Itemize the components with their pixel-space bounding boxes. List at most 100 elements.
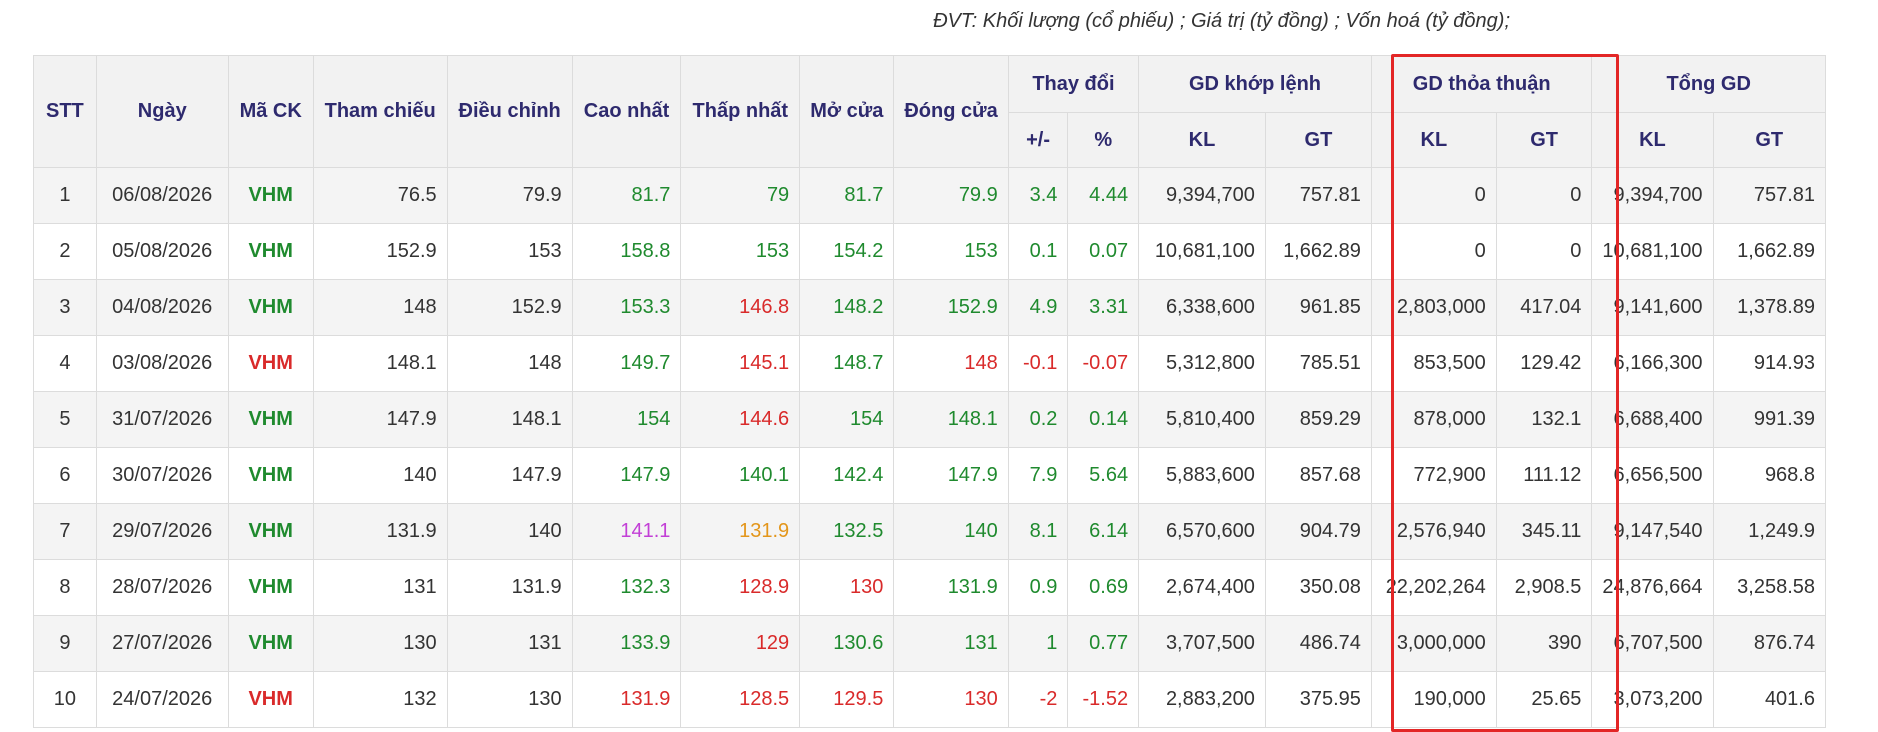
cell-ma-ck[interactable]: VHM bbox=[227, 391, 314, 448]
table-row[interactable]: 7 29/07/2026 VHM 131.9 140 141.1 131.9 132.5 140… bbox=[33, 503, 1826, 560]
cell-dieu-chinh: 153 bbox=[446, 223, 573, 280]
cell-cao-nhat: 154 bbox=[571, 391, 682, 448]
table-row[interactable]: 2 05/08/2026 VHM 152.9 153 158.8 153 154.2 153 0.… bbox=[33, 223, 1826, 280]
cell-tham-chieu: 131 bbox=[312, 559, 448, 616]
cell-dong-cua: 131 bbox=[893, 615, 1009, 672]
price-history-table-container[interactable]: STT Ngày Mã CK Tham chiếu Điều chỉnh Cao… bbox=[33, 55, 1826, 730]
cell-tong-kl: 24,876,664 bbox=[1591, 559, 1714, 616]
cell-tt-gt: 390 bbox=[1495, 615, 1593, 672]
cell-ngay: 24/07/2026 bbox=[95, 671, 229, 728]
cell-tong-kl: 6,707,500 bbox=[1591, 615, 1714, 672]
cell-khop-gt: 857.68 bbox=[1264, 447, 1372, 504]
cell-thay-doi-abs: 3.4 bbox=[1007, 167, 1069, 224]
cell-thay-doi-pct: -0.07 bbox=[1067, 335, 1140, 392]
cell-tt-gt: 25.65 bbox=[1495, 671, 1593, 728]
cell-ma-ck[interactable]: VHM bbox=[227, 335, 314, 392]
cell-stt: 2 bbox=[33, 223, 97, 280]
cell-tong-gt: 1,662.89 bbox=[1712, 223, 1826, 280]
cell-cao-nhat: 133.9 bbox=[571, 615, 682, 672]
table-row[interactable]: 4 03/08/2026 VHM 148.1 148 149.7 145.1 148.7 148… bbox=[33, 335, 1826, 392]
cell-ma-ck[interactable]: VHM bbox=[227, 279, 314, 336]
cell-tt-kl: 2,803,000 bbox=[1370, 279, 1497, 336]
cell-stt: 3 bbox=[33, 279, 97, 336]
col-group-gd-thoa-thuan: GD thỏa thuận bbox=[1370, 55, 1593, 113]
cell-ma-ck[interactable]: VHM bbox=[227, 503, 314, 560]
cell-stt: 7 bbox=[33, 503, 97, 560]
cell-khop-kl: 5,883,600 bbox=[1138, 447, 1266, 504]
cell-tt-gt: 345.11 bbox=[1495, 503, 1593, 560]
col-header-thap-nhat: Thấp nhất bbox=[680, 55, 801, 168]
cell-ma-ck[interactable]: VHM bbox=[227, 671, 314, 728]
col-group-gd-khop-lenh: GD khớp lệnh bbox=[1138, 55, 1372, 113]
cell-ma-ck[interactable]: VHM bbox=[227, 223, 314, 280]
table-row[interactable]: 3 04/08/2026 VHM 148 152.9 153.3 146.8 148.2 152… bbox=[33, 279, 1826, 336]
cell-tham-chieu: 132 bbox=[312, 671, 448, 728]
col-header-tham-chieu: Tham chiếu bbox=[312, 55, 448, 168]
cell-thap-nhat: 140.1 bbox=[680, 447, 801, 504]
cell-cao-nhat: 131.9 bbox=[571, 671, 682, 728]
cell-ma-ck[interactable]: VHM bbox=[227, 615, 314, 672]
cell-khop-kl: 9,394,700 bbox=[1138, 167, 1266, 224]
cell-dong-cua: 130 bbox=[893, 671, 1009, 728]
cell-mo-cua: 154.2 bbox=[799, 223, 895, 280]
cell-khop-kl: 2,674,400 bbox=[1138, 559, 1266, 616]
cell-mo-cua: 129.5 bbox=[799, 671, 895, 728]
cell-tham-chieu: 148 bbox=[312, 279, 448, 336]
cell-tham-chieu: 152.9 bbox=[312, 223, 448, 280]
cell-thay-doi-pct: 6.14 bbox=[1067, 503, 1140, 560]
col-header-tong-kl: KL bbox=[1591, 112, 1714, 168]
cell-thay-doi-pct: 0.77 bbox=[1067, 615, 1140, 672]
cell-khop-gt: 1,662.89 bbox=[1264, 223, 1372, 280]
table-row[interactable]: 1 06/08/2026 VHM 76.5 79.9 81.7 79 81.7 79.9 3.4 4… bbox=[33, 167, 1826, 224]
cell-ngay: 29/07/2026 bbox=[95, 503, 229, 560]
cell-tt-kl: 3,000,000 bbox=[1370, 615, 1497, 672]
cell-dong-cua: 79.9 bbox=[893, 167, 1009, 224]
cell-stt: 1 bbox=[33, 167, 97, 224]
cell-tong-kl: 3,073,200 bbox=[1591, 671, 1714, 728]
cell-tham-chieu: 148.1 bbox=[312, 335, 448, 392]
cell-dieu-chinh: 148.1 bbox=[446, 391, 573, 448]
cell-tong-kl: 6,656,500 bbox=[1591, 447, 1714, 504]
cell-thap-nhat: 129 bbox=[680, 615, 801, 672]
col-header-mo-cua: Mở cửa bbox=[799, 55, 895, 168]
cell-stt: 4 bbox=[33, 335, 97, 392]
cell-cao-nhat: 158.8 bbox=[571, 223, 682, 280]
cell-thay-doi-pct: 0.69 bbox=[1067, 559, 1140, 616]
cell-mo-cua: 148.7 bbox=[799, 335, 895, 392]
cell-khop-gt: 757.81 bbox=[1264, 167, 1372, 224]
cell-ma-ck[interactable]: VHM bbox=[227, 167, 314, 224]
table-row[interactable]: 10 24/07/2026 VHM 132 130 131.9 128.5 129.5 130-… bbox=[33, 671, 1826, 728]
cell-tt-kl: 0 bbox=[1370, 223, 1497, 280]
cell-tham-chieu: 147.9 bbox=[312, 391, 448, 448]
cell-thay-doi-abs: 4.9 bbox=[1007, 279, 1069, 336]
cell-ma-ck[interactable]: VHM bbox=[227, 447, 314, 504]
cell-tham-chieu: 140 bbox=[312, 447, 448, 504]
cell-thay-doi-pct: -1.52 bbox=[1067, 671, 1140, 728]
table-row[interactable]: 5 31/07/2026 VHM 147.9 148.1 154 144.6 154 148.1… bbox=[33, 391, 1826, 448]
cell-khop-gt: 785.51 bbox=[1264, 335, 1372, 392]
unit-note: ĐVT: Khối lượng (cổ phiếu) ; Giá trị (tỷ… bbox=[933, 10, 1510, 32]
cell-thay-doi-pct: 4.44 bbox=[1067, 167, 1140, 224]
cell-ma-ck[interactable]: VHM bbox=[227, 559, 314, 616]
col-header-ma-ck: Mã CK bbox=[227, 55, 314, 168]
col-header-ngay: Ngày bbox=[95, 55, 229, 168]
cell-cao-nhat: 132.3 bbox=[571, 559, 682, 616]
table-row[interactable]: 9 27/07/2026 VHM 130 131 133.9 129 130.6 131 1 0.7… bbox=[33, 615, 1826, 672]
cell-tong-gt: 991.39 bbox=[1712, 391, 1826, 448]
cell-tt-gt: 417.04 bbox=[1495, 279, 1593, 336]
cell-tt-kl: 2,576,940 bbox=[1370, 503, 1497, 560]
cell-tong-gt: 876.74 bbox=[1712, 615, 1826, 672]
cell-thap-nhat: 131.9 bbox=[680, 503, 801, 560]
cell-dong-cua: 148.1 bbox=[893, 391, 1009, 448]
cell-tt-kl: 22,202,264 bbox=[1370, 559, 1497, 616]
cell-tong-kl: 10,681,100 bbox=[1591, 223, 1714, 280]
cell-dong-cua: 148 bbox=[893, 335, 1009, 392]
table-row[interactable]: 8 28/07/2026 VHM 131 131.9 132.3 128.9 130 131.9… bbox=[33, 559, 1826, 616]
cell-thap-nhat: 128.5 bbox=[680, 671, 801, 728]
cell-thap-nhat: 153 bbox=[680, 223, 801, 280]
cell-khop-gt: 375.95 bbox=[1264, 671, 1372, 728]
table-row[interactable]: 6 30/07/2026 VHM 140 147.9 147.9 140.1 142.4 147… bbox=[33, 447, 1826, 504]
cell-tt-kl: 0 bbox=[1370, 167, 1497, 224]
col-header-dong-cua: Đóng cửa bbox=[893, 55, 1009, 168]
cell-tong-kl: 6,688,400 bbox=[1591, 391, 1714, 448]
